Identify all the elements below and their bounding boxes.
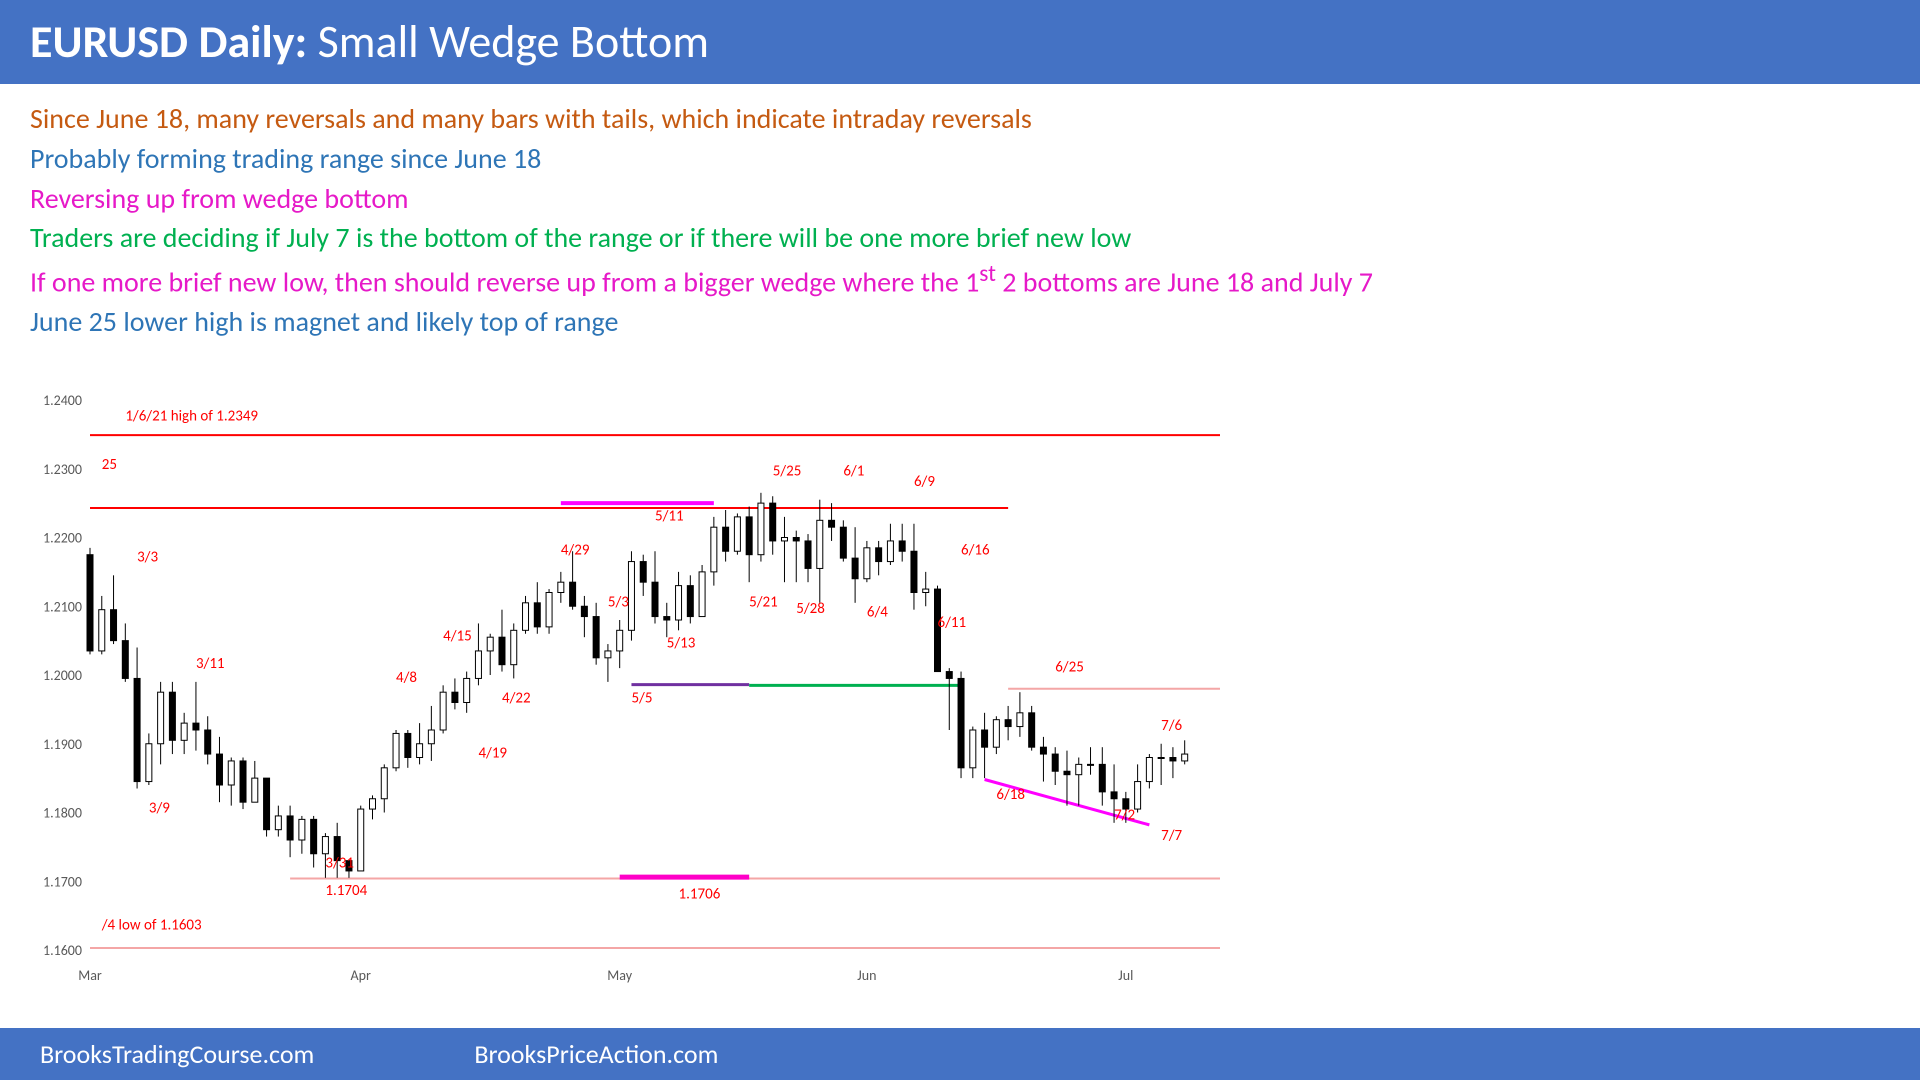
svg-text:1.1706: 1.1706 bbox=[679, 885, 721, 903]
svg-text:1.2000: 1.2000 bbox=[43, 667, 82, 684]
page-header: EURUSD Daily: Small Wedge Bottom bbox=[0, 0, 1920, 84]
svg-text:/4 low of 1.1603: /4 low of 1.1603 bbox=[101, 916, 202, 934]
svg-text:1.2300: 1.2300 bbox=[43, 461, 82, 478]
bullet-line: Since June 18, many reversals and many b… bbox=[30, 100, 1890, 138]
svg-text:7/7: 7/7 bbox=[1161, 827, 1182, 845]
svg-text:6/25: 6/25 bbox=[1055, 659, 1084, 677]
svg-text:4/29: 4/29 bbox=[561, 542, 590, 560]
svg-text:1.1600: 1.1600 bbox=[43, 942, 82, 959]
svg-text:Apr: Apr bbox=[351, 967, 371, 984]
svg-text:1.2100: 1.2100 bbox=[43, 598, 82, 615]
svg-text:1.2200: 1.2200 bbox=[43, 530, 82, 547]
price-chart: 1.1600 1.1700 1.1800 1.1900 1.2000 1.2100 1.22… bbox=[20, 390, 1230, 1020]
svg-text:1.2400: 1.2400 bbox=[43, 392, 82, 409]
svg-text:4/22: 4/22 bbox=[502, 690, 531, 708]
bullet-list: Since June 18, many reversals and many b… bbox=[0, 84, 1920, 351]
svg-text:5/13: 5/13 bbox=[667, 635, 696, 653]
svg-text:6/18: 6/18 bbox=[996, 786, 1025, 804]
svg-text:6/1: 6/1 bbox=[843, 463, 864, 481]
svg-text:5/21: 5/21 bbox=[749, 593, 778, 611]
svg-text:5/25: 5/25 bbox=[773, 463, 802, 481]
svg-text:6/9: 6/9 bbox=[914, 473, 935, 491]
bullet-line: If one more brief new low, then should r… bbox=[30, 259, 1890, 301]
svg-text:1.1704: 1.1704 bbox=[325, 882, 367, 900]
svg-text:5/3: 5/3 bbox=[608, 593, 629, 611]
svg-text:Jul: Jul bbox=[1118, 967, 1133, 984]
bullet-line: Probably forming trading range since Jun… bbox=[30, 140, 1890, 178]
header-title-rest: Small Wedge Bottom bbox=[307, 14, 709, 70]
bullet-line: June 25 lower high is magnet and likely … bbox=[30, 303, 1890, 341]
footer-left: BrooksTradingCourse.com bbox=[40, 1038, 314, 1070]
svg-text:25: 25 bbox=[102, 456, 117, 474]
svg-text:3/3: 3/3 bbox=[137, 549, 158, 567]
footer-right: BrooksPriceAction.com bbox=[474, 1038, 718, 1070]
svg-text:7/6: 7/6 bbox=[1161, 717, 1182, 735]
svg-text:5/11: 5/11 bbox=[655, 507, 684, 525]
svg-text:1/6/21 high of 1.2349: 1/6/21 high of 1.2349 bbox=[125, 408, 258, 426]
svg-text:6/16: 6/16 bbox=[961, 542, 990, 560]
svg-text:Jun: Jun bbox=[857, 967, 876, 984]
svg-text:5/5: 5/5 bbox=[631, 690, 652, 708]
svg-text:Mar: Mar bbox=[78, 967, 102, 984]
header-title-bold: EURUSD Daily: bbox=[30, 14, 307, 70]
svg-text:3/9: 3/9 bbox=[149, 800, 170, 818]
bullet-line: Traders are deciding if July 7 is the bo… bbox=[30, 219, 1890, 257]
svg-text:3/31: 3/31 bbox=[325, 855, 354, 873]
svg-text:1.1900: 1.1900 bbox=[43, 736, 82, 753]
svg-text:May: May bbox=[607, 967, 632, 984]
svg-text:4/15: 4/15 bbox=[443, 628, 472, 646]
svg-text:4/19: 4/19 bbox=[478, 745, 507, 763]
svg-text:6/11: 6/11 bbox=[938, 614, 967, 632]
svg-text:1.1700: 1.1700 bbox=[43, 873, 82, 890]
footer-bar: BrooksTradingCourse.com BrooksPriceActio… bbox=[0, 1028, 1920, 1080]
bullet-line: Reversing up from wedge bottom bbox=[30, 180, 1890, 218]
svg-text:1.1800: 1.1800 bbox=[43, 805, 82, 822]
svg-text:5/28: 5/28 bbox=[796, 600, 825, 618]
svg-text:4/8: 4/8 bbox=[396, 669, 417, 687]
svg-text:6/4: 6/4 bbox=[867, 604, 888, 622]
svg-text:3/11: 3/11 bbox=[196, 655, 225, 673]
svg-text:7/2: 7/2 bbox=[1114, 806, 1135, 824]
